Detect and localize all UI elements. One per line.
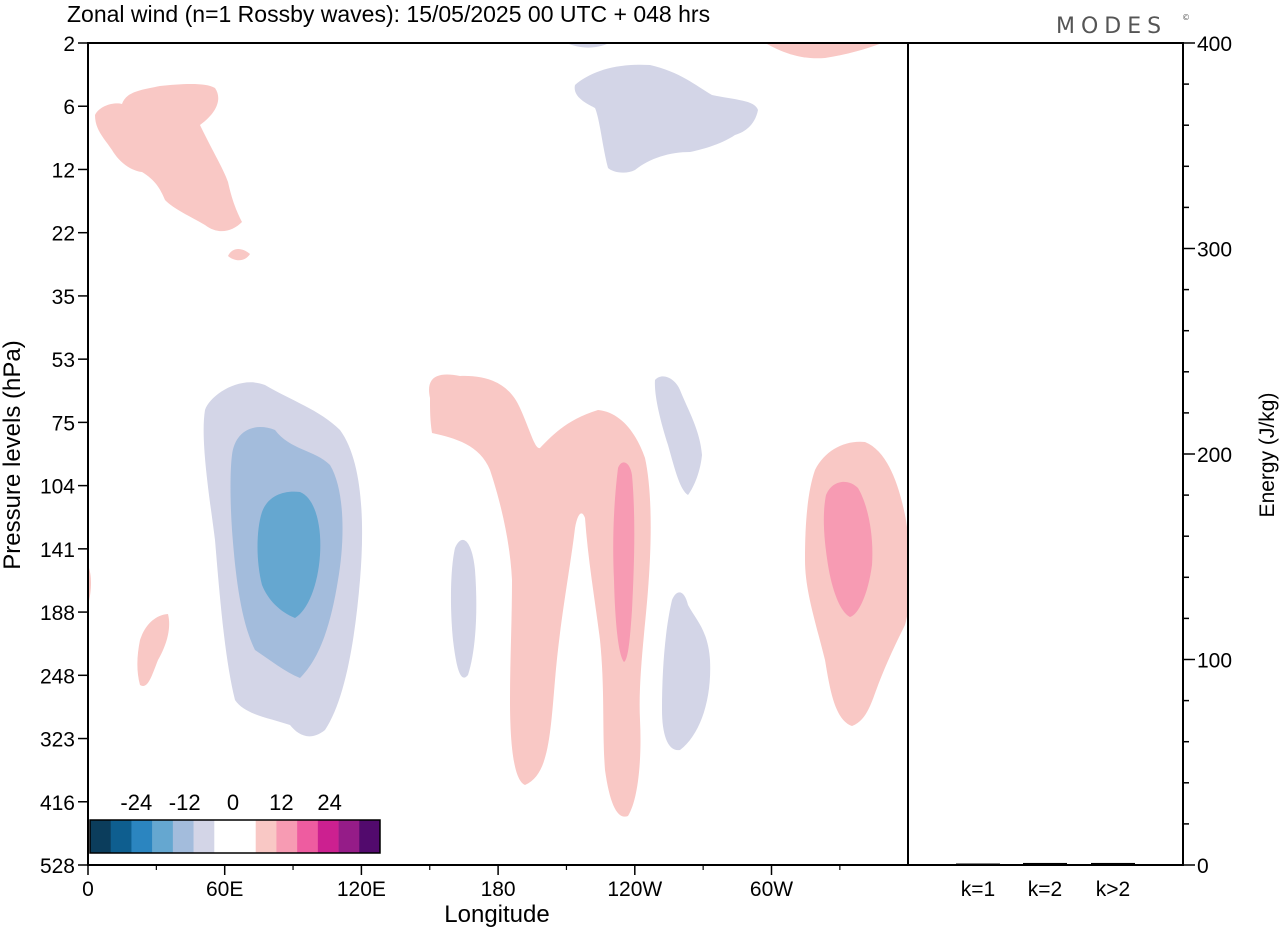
colorbar-swatch [338, 820, 360, 853]
modes-logo: MODES [1056, 14, 1167, 39]
y-tick-label: 416 [40, 792, 75, 815]
y-tick-label: 248 [40, 665, 75, 688]
contour-neg-12-indian [257, 491, 321, 618]
colorbar-label: 24 [317, 790, 341, 815]
colorbar-swatch [317, 820, 339, 853]
colorbar-label: -12 [169, 790, 201, 815]
energy-bar [956, 863, 1000, 865]
colorbar-swatch [152, 820, 174, 853]
colorbar-frame [89, 819, 381, 854]
zonal-wind-plot [88, 43, 908, 817]
y-tick-label: 53 [52, 349, 75, 372]
contour-neg-4-top [566, 43, 610, 48]
y-tick-label: 2 [63, 33, 75, 56]
contour-neg-4-dateline [450, 539, 477, 678]
colorbar-swatch [235, 820, 257, 853]
y-tick-label: 22 [52, 223, 75, 246]
contour-neg-4-eastpac-lower [662, 592, 711, 751]
energy-tick-label: 300 [1197, 239, 1232, 262]
y-tick-label: 323 [40, 729, 75, 752]
contour-pos-4-pacific [429, 374, 651, 817]
colorbar-label: -24 [120, 790, 152, 815]
colorbar-swatch [359, 820, 381, 853]
energy-bars: k=1 k=2 k>2 [956, 862, 1135, 901]
pressure-axis: 2 6 12 22 35 53 75 104 141 188 248 323 416 528 [40, 33, 88, 878]
y-tick-label: 528 [40, 855, 75, 878]
x-tick-label: 180 [481, 878, 516, 901]
energy-tick-label: 200 [1197, 444, 1232, 467]
y-tick-label: 141 [40, 539, 75, 562]
contour-neg-4-eastpac-upper [654, 376, 702, 495]
energy-axis: 0 100 200 300 400 [1183, 33, 1232, 878]
colorbar-swatch [255, 820, 277, 853]
colorbar-swatch [172, 820, 194, 853]
colorbar-swatch [90, 820, 112, 853]
contour-pos-8-pacific [613, 462, 635, 662]
energy-category-label: k=1 [961, 878, 995, 901]
contour-pos-4-small [228, 248, 250, 261]
y-tick-label: 12 [52, 159, 75, 182]
y-tick-label: 188 [40, 602, 75, 625]
energy-category-label: k=2 [1028, 878, 1062, 901]
colorbar-label: 0 [227, 790, 239, 815]
energy-tick-label: 400 [1197, 33, 1232, 56]
energy-category-label: k>2 [1096, 878, 1130, 901]
y-tick-label: 35 [52, 286, 75, 309]
colorbar: -24 -12 0 12 24 [89, 790, 381, 854]
contour-neg-4-upper [574, 64, 758, 173]
contour-pos-4-top-right [765, 43, 883, 59]
contour-pos-8-atlantic [823, 481, 873, 617]
x-tick-label: 120E [337, 878, 386, 901]
chart-title: Zonal wind (n=1 Rossby waves): 15/05/202… [67, 1, 710, 27]
contour-pos-4-strat-west [95, 84, 242, 232]
y-tick-label: 104 [40, 476, 75, 499]
longitude-axis: 0 60E 120E 180 120W 60W [82, 865, 841, 901]
colorbar-swatch [110, 820, 132, 853]
colorbar-swatch [214, 820, 236, 853]
colorbar-swatch [276, 820, 298, 853]
energy-bar [1091, 862, 1135, 865]
contour-pos-4-south-west [137, 614, 170, 686]
energy-frame [907, 42, 1184, 866]
y-tick-label: 6 [63, 96, 75, 119]
colorbar-label: 12 [269, 790, 293, 815]
modes-logo-mark: © [1182, 13, 1196, 22]
x-tick-label: 60E [206, 878, 243, 901]
x-tick-label: 0 [82, 878, 94, 901]
colorbar-swatch [297, 820, 319, 853]
colorbar-swatch [193, 820, 215, 853]
x-tick-label: 120W [607, 878, 662, 901]
energy-axis-label: Energy (J/kg) [1256, 393, 1279, 518]
energy-tick-label: 100 [1197, 650, 1232, 673]
x-axis-label: Longitude [444, 901, 549, 928]
y-tick-label: 75 [52, 412, 75, 435]
colorbar-swatch [131, 820, 153, 853]
y-axis-label: Pressure levels (hPa) [0, 340, 26, 569]
energy-bar [1023, 862, 1067, 865]
x-tick-label: 60W [750, 878, 793, 901]
energy-tick-label: 0 [1197, 855, 1209, 878]
